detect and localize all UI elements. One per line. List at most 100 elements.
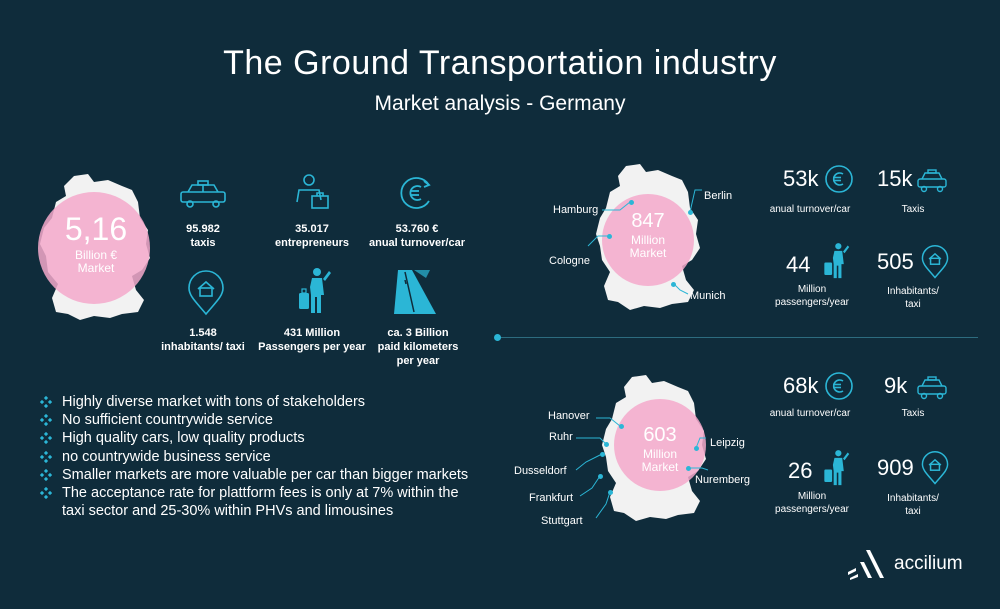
- germany-bubble-label: 5,16 Billion € Market: [44, 211, 148, 276]
- city-label-leipzig: Leipzig: [710, 437, 745, 449]
- city-dot: [598, 474, 603, 479]
- germany-map: [38, 174, 150, 320]
- region1-passengers-label-1: Million: [797, 284, 827, 295]
- region2-bubble-label: 603 Million Market: [620, 424, 700, 474]
- turnover-label: anual turnover/car: [369, 237, 465, 249]
- inhabitants-per-taxi-label: inhabitants/ taxi: [161, 341, 245, 353]
- city-label-stuttgart: Stuttgart: [541, 515, 583, 527]
- taxis-label: taxis: [190, 237, 216, 249]
- city-dot: [619, 424, 624, 429]
- region2-bubble: [614, 399, 706, 491]
- region2-taxis-value: 9k: [884, 373, 908, 398]
- region1-inhabitants-value: 505: [877, 249, 914, 274]
- entrepreneurs-label: entrepreneurs: [275, 237, 349, 249]
- region2-market-unit-2: Market: [641, 460, 679, 475]
- region1-taxis-label: Taxis: [901, 204, 925, 215]
- list-item: The acceptance rate for plattform fees i…: [40, 484, 480, 520]
- diamond-bullet-icon: [40, 432, 52, 445]
- region2-inhabitants-label-1: Inhabitants/: [887, 493, 939, 504]
- kilometers-value: ca. 3 Billion: [387, 327, 449, 339]
- inhabitants-per-taxi-value: 1.548: [189, 327, 217, 339]
- bullet-text: No sufficient countrywide service: [62, 412, 273, 429]
- region2-market-unit-1: Million: [642, 447, 677, 461]
- divider-dot: [494, 334, 501, 341]
- euro-icon: [825, 372, 853, 400]
- region1-inhabitants-label-2: taxi: [905, 299, 921, 310]
- region1-taxis-value: 15k: [877, 166, 913, 191]
- region2-market-value: 603: [643, 424, 677, 446]
- region2-inhabitants-value: 909: [877, 455, 914, 480]
- city-label-hamburg: Hamburg: [553, 204, 599, 216]
- city-dot: [608, 490, 613, 495]
- bullet-text: no countrywide business service: [62, 448, 271, 465]
- page-subtitle: Market analysis - Germany: [374, 92, 626, 115]
- germany-market-unit-1: Billion €: [74, 248, 118, 263]
- city-label-frankfurt: Frankfurt: [529, 492, 574, 504]
- region1-market-value: 847: [631, 210, 665, 232]
- section-divider: [498, 337, 978, 338]
- region2-map: [602, 375, 706, 521]
- diamond-bullet-icon: [40, 414, 52, 427]
- city-dot: [600, 452, 605, 457]
- passengers-label: Passengers per year: [258, 341, 366, 353]
- entrepreneurs-count: 35.017: [295, 223, 329, 235]
- taxi-icon: [917, 169, 947, 193]
- accilium-logo-icon: [848, 550, 884, 580]
- city-dot: [688, 210, 693, 215]
- region1-market-unit-2: Market: [629, 246, 667, 261]
- kilometers-label-2: per year: [396, 355, 440, 367]
- entrepreneur-icon: [296, 174, 329, 209]
- city-dot: [694, 446, 699, 451]
- list-item: Smaller markets are more valuable per ca…: [40, 466, 480, 484]
- region2-passengers-value: 26: [788, 458, 813, 483]
- region2-turnover-label: anual turnover/car: [769, 408, 851, 419]
- city-label-dusseldorf: Dusseldorf: [514, 465, 567, 477]
- city-label-berlin: Berlin: [704, 190, 733, 202]
- diamond-bullet-icon: [40, 450, 52, 463]
- home-pin-icon: [921, 245, 949, 279]
- diamond-bullet-icon: [40, 468, 52, 481]
- region2-inhabitants-label-2: taxi: [905, 506, 921, 517]
- passenger-icon: [824, 243, 850, 279]
- turnover-value: 53.760 €: [395, 223, 439, 235]
- city-label-nuremberg: Nuremberg: [695, 474, 751, 486]
- bullet-text: High quality cars, low quality products: [62, 430, 305, 447]
- region2-passengers-label-1: Million: [797, 491, 827, 502]
- region2-passengers-label-2: passengers/year: [775, 504, 849, 515]
- city-dot: [607, 234, 612, 239]
- region2-turnover-value: 68k: [783, 373, 819, 398]
- page-title: The Ground Transportation industry: [223, 44, 777, 82]
- bullet-text: Smaller markets are more valuable per ca…: [62, 466, 469, 483]
- region1-turnover-label: anual turnover/car: [769, 204, 851, 215]
- region1-passengers-label-2: passengers/year: [775, 297, 849, 308]
- city-dot: [671, 282, 676, 287]
- region1-bubble: [602, 194, 694, 286]
- region1-market-unit-1: Million: [630, 233, 665, 247]
- region1-map: [596, 164, 700, 310]
- region1-bubble-label: 847 Million Market: [608, 210, 688, 260]
- city-dot: [604, 442, 609, 447]
- city-label-munich: Munich: [690, 290, 726, 302]
- euro-icon: [825, 165, 853, 193]
- road-icon: [394, 270, 436, 314]
- germany-market-value: 5,16: [64, 211, 128, 247]
- passenger-icon: [824, 450, 850, 486]
- logo-text: accilium: [894, 553, 963, 574]
- bullet-text: Highly diverse market with tons of stake…: [62, 394, 366, 410]
- home-pin-icon: [921, 451, 949, 485]
- list-item: High quality cars, low quality products: [40, 429, 480, 447]
- taxi-icon: [180, 180, 226, 208]
- passenger-icon: [299, 268, 331, 313]
- city-dot: [686, 466, 691, 471]
- germany-market-unit-2: Market: [77, 261, 115, 276]
- list-item: No sufficient countrywide service: [40, 411, 480, 429]
- region1-inhabitants-label-1: Inhabitants/: [887, 286, 939, 297]
- bullet-text: The acceptance rate for plattform fees i…: [62, 485, 459, 520]
- city-label-cologne: Cologne: [549, 255, 590, 267]
- market-bubble: [38, 192, 150, 304]
- region1-turnover-value: 53k: [783, 166, 819, 191]
- insights-list: Highly diverse market with tons of stake…: [40, 393, 480, 520]
- diamond-bullet-icon: [40, 396, 52, 408]
- region1-leader-lines: [587, 189, 702, 295]
- home-pin-icon: [188, 270, 224, 316]
